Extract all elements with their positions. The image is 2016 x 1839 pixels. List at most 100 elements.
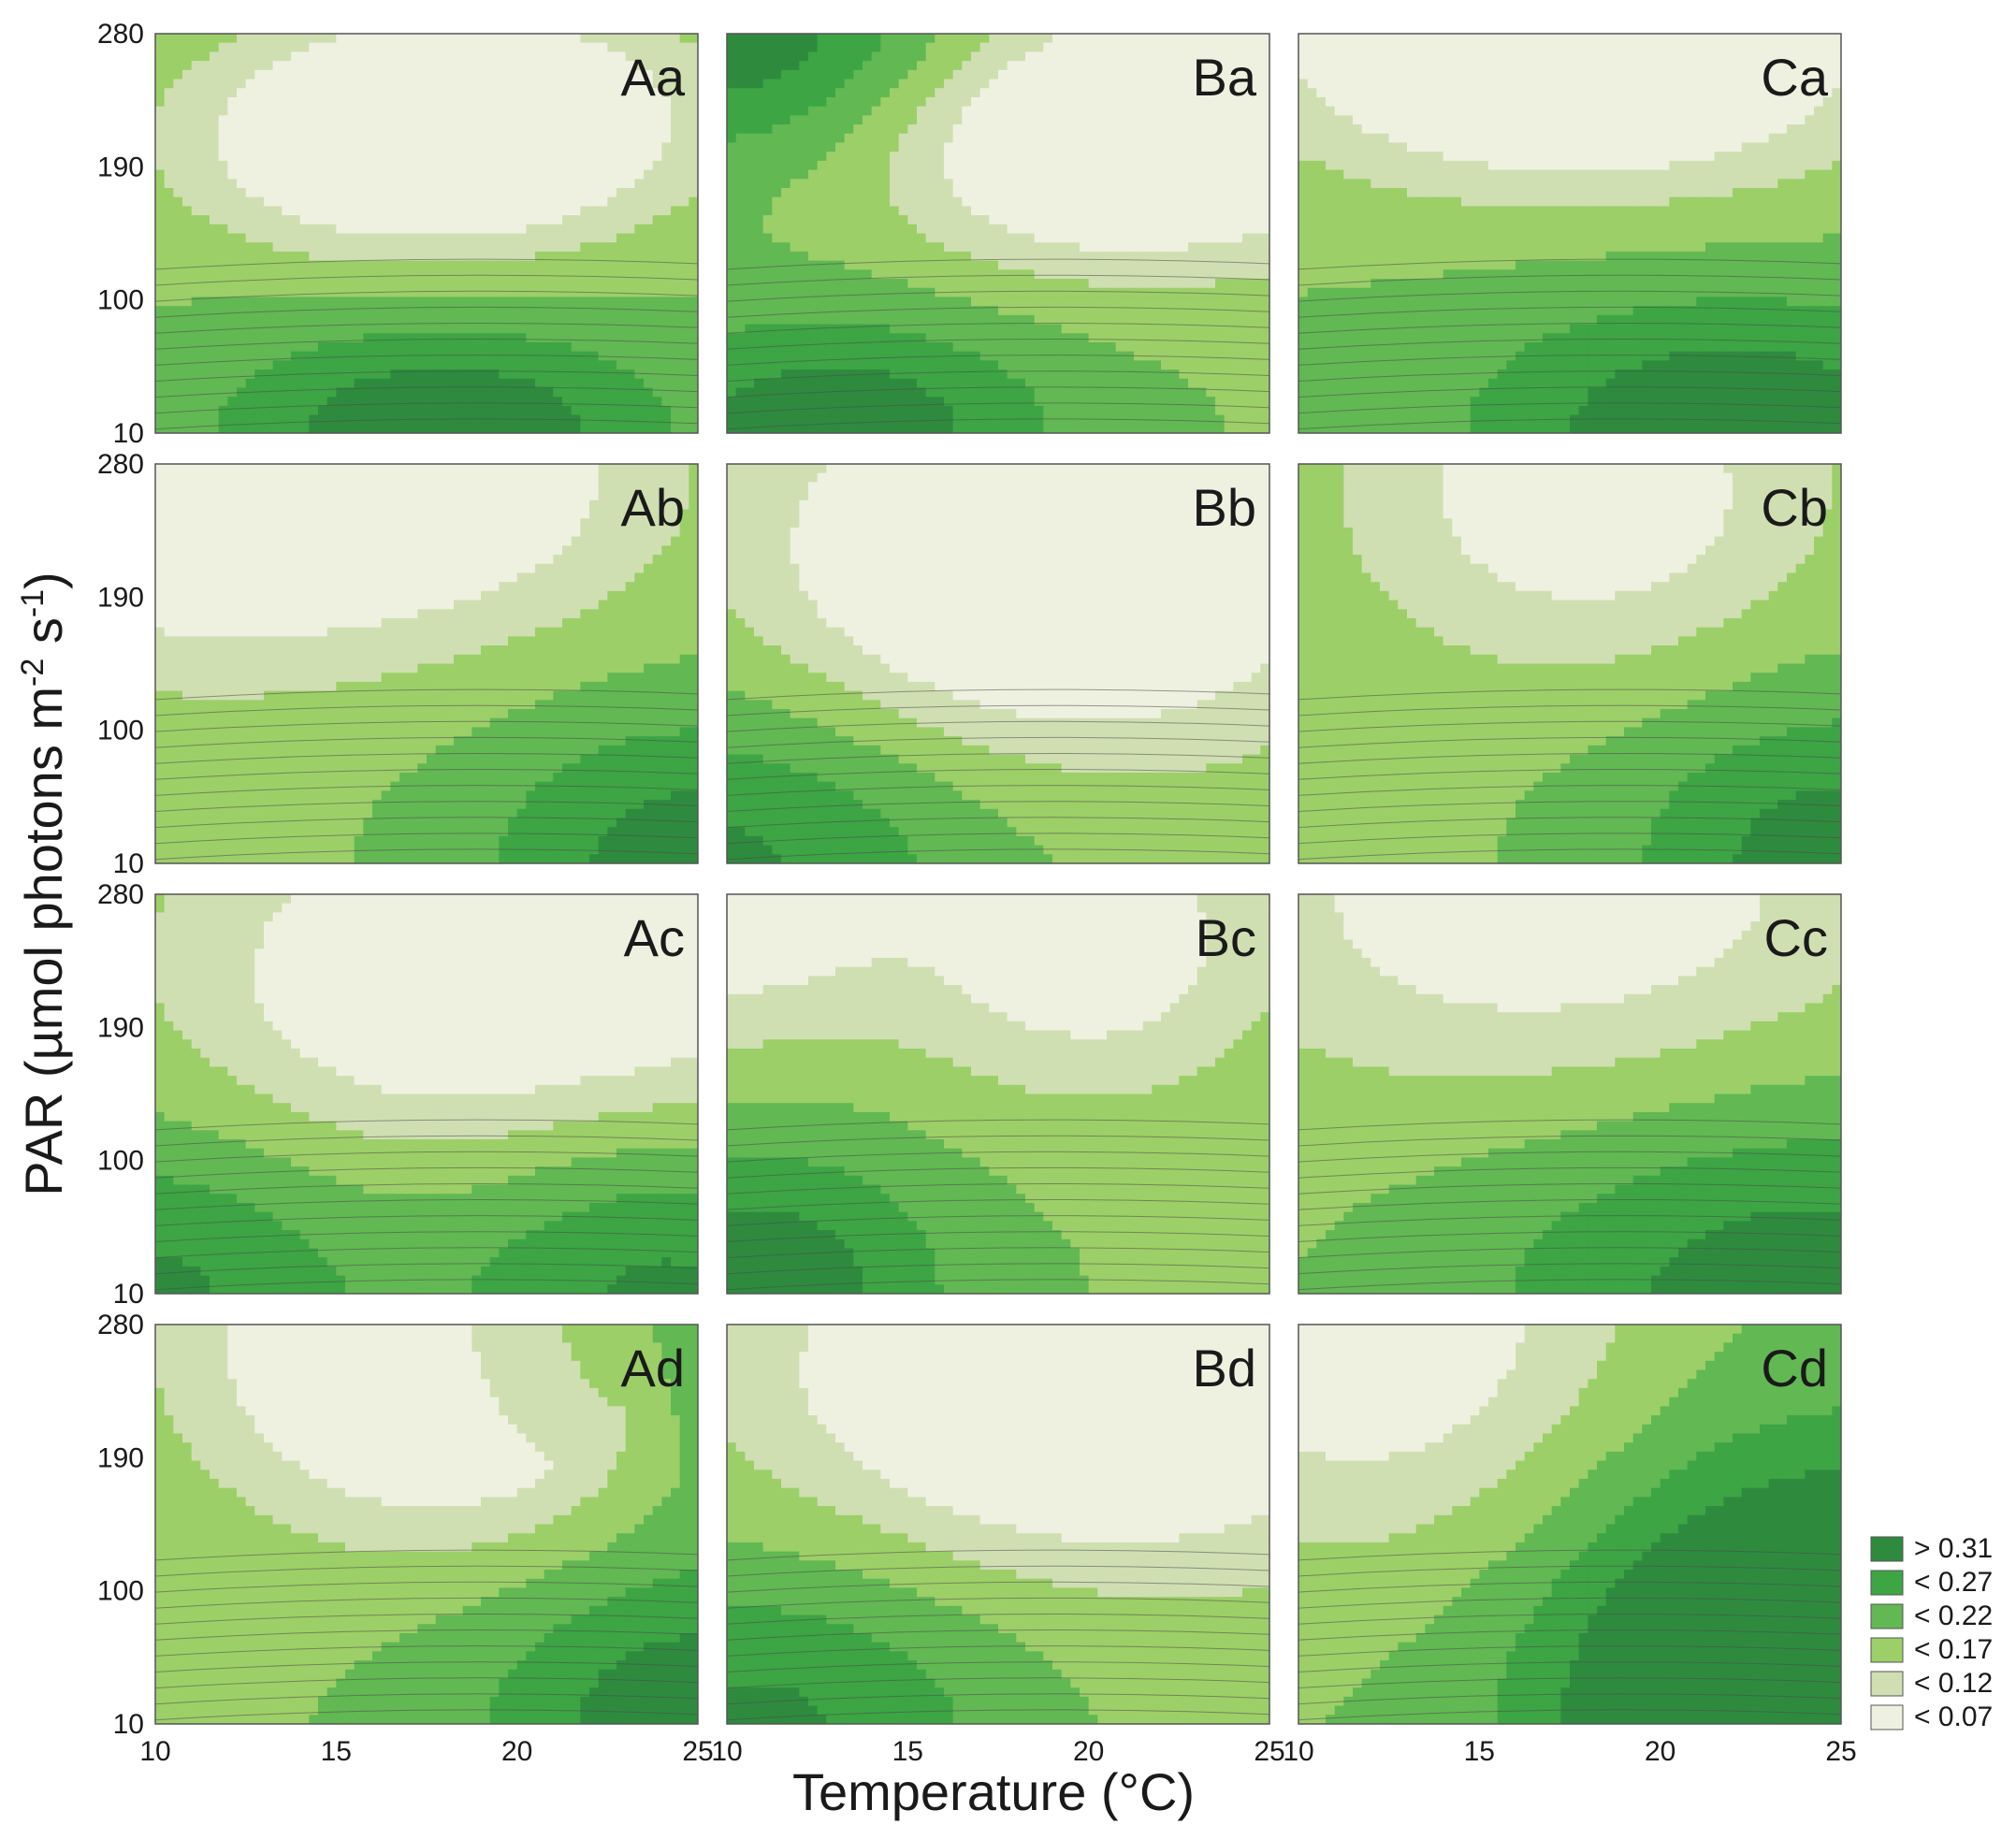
contour-lines-Cb <box>1298 688 1841 861</box>
panel-frame-Bb <box>726 463 1270 864</box>
y-axis-title-close: ) <box>14 572 73 589</box>
panel-Ca: Ca <box>1298 33 1842 434</box>
panel-label-Ca: Ca <box>1761 48 1828 107</box>
panel-label-Ba: Ba <box>1193 48 1257 107</box>
contour-fill-Ba <box>727 34 1269 433</box>
panel-label-Bd: Bd <box>1193 1339 1257 1397</box>
x-tick-label: 25 <box>1254 1736 1284 1767</box>
contour-fill-Ac <box>155 894 698 1294</box>
contour-fill-Aa <box>155 34 698 433</box>
legend-label: < 0.22 <box>1914 1600 1993 1631</box>
x-tick-label: 25 <box>682 1736 713 1767</box>
y-tick-label: 10 <box>113 848 144 879</box>
panel-label-Cd: Cd <box>1761 1339 1828 1397</box>
y-tick-labels: 1010019028010100190280101001902801010019… <box>97 19 144 1740</box>
legend-swatch <box>1870 1671 1904 1697</box>
panel-Ac: Ac <box>154 893 699 1295</box>
y-tick-label: 10 <box>113 1279 144 1310</box>
panel-frame-Cd <box>1298 1324 1842 1725</box>
legend-swatch <box>1870 1704 1904 1730</box>
legend-label: < 0.12 <box>1914 1668 1993 1699</box>
contour-lines-Aa <box>155 258 698 430</box>
x-tick-label: 15 <box>892 1736 923 1767</box>
y-tick-label: 100 <box>97 285 144 316</box>
panel-label-Bb: Bb <box>1193 478 1257 537</box>
legend: > 0.31< 0.27< 0.22< 0.17< 0.12< 0.07 <box>1870 1533 1993 1732</box>
panel-frame-Ac <box>154 893 699 1295</box>
panel-Cc: Cc <box>1298 893 1842 1295</box>
panel-frame-Cb <box>1298 463 1842 864</box>
y-tick-label: 10 <box>113 418 144 449</box>
panel-label-Cb: Cb <box>1761 478 1828 537</box>
contour-lines-Cc <box>1298 1119 1841 1291</box>
x-axis-title: Temperature (°C) <box>792 1762 1195 1821</box>
y-axis-title-base: PAR (µmol photons m <box>14 687 73 1196</box>
x-tick-label: 20 <box>1073 1736 1104 1767</box>
panel-label-Ac: Ac <box>624 908 685 967</box>
x-tick-label: 10 <box>711 1736 742 1767</box>
panel-label-Ad: Ad <box>621 1339 686 1397</box>
panel-Ad: Ad <box>154 1324 699 1725</box>
y-axis-title-exp1: -2 <box>15 659 51 687</box>
y-tick-label: 190 <box>97 1442 144 1473</box>
panel-Ba: Ba <box>726 33 1270 434</box>
legend-label: > 0.31 <box>1914 1533 1993 1564</box>
contour-lines-Ab <box>155 688 698 861</box>
panel-frame-Aa <box>154 33 699 434</box>
y-tick-label: 10 <box>113 1709 144 1740</box>
panel-frame-Ad <box>154 1324 699 1725</box>
panel-frame-Ab <box>154 463 699 864</box>
legend-label: < 0.27 <box>1914 1567 1993 1598</box>
x-tick-label: 20 <box>501 1736 532 1767</box>
x-tick-label: 25 <box>1825 1736 1856 1767</box>
legend-label: < 0.07 <box>1914 1701 1993 1732</box>
panel-label-Ab: Ab <box>621 478 686 537</box>
panel-Bc: Bc <box>726 893 1270 1295</box>
contour-lines-Bd <box>727 1549 1269 1721</box>
x-tick-label: 10 <box>139 1736 170 1767</box>
contour-fill-Bb <box>727 464 1269 863</box>
y-tick-label: 190 <box>97 582 144 613</box>
contour-lines-Ac <box>155 1119 698 1291</box>
contour-lines-Ad <box>155 1549 698 1721</box>
contour-fill-Ab <box>155 464 698 863</box>
panel-frame-Bc <box>726 893 1270 1295</box>
legend-label: < 0.17 <box>1914 1634 1993 1665</box>
panel-label-Bc: Bc <box>1196 908 1256 967</box>
y-tick-label: 190 <box>97 1012 144 1043</box>
panel-label-Aa: Aa <box>621 48 686 107</box>
contour-lines-Ca <box>1298 258 1841 430</box>
legend-swatch <box>1870 1637 1904 1663</box>
y-tick-label: 100 <box>97 1146 144 1177</box>
panel-frame-Ba <box>726 33 1270 434</box>
panel-label-Cc: Cc <box>1764 908 1828 967</box>
legend-swatch <box>1870 1536 1904 1562</box>
x-tick-label: 15 <box>1464 1736 1495 1767</box>
y-tick-label: 280 <box>97 449 144 480</box>
y-tick-label: 280 <box>97 19 144 50</box>
contour-lines-Bb <box>727 688 1269 861</box>
x-tick-label: 20 <box>1645 1736 1675 1767</box>
y-tick-label: 280 <box>97 879 144 910</box>
y-tick-label: 190 <box>97 152 144 182</box>
panel-Cb: Cb <box>1298 463 1842 864</box>
panel-frame-Ca <box>1298 33 1842 434</box>
contour-fill-Bc <box>727 894 1269 1294</box>
panel-Bd: Bd <box>726 1324 1270 1725</box>
panel-Cd: Cd <box>1298 1324 1842 1725</box>
panel-Ab: Ab <box>154 463 699 864</box>
y-tick-label: 280 <box>97 1310 144 1340</box>
legend-swatch <box>1870 1603 1904 1629</box>
contour-fill-Cd <box>1298 1325 1841 1724</box>
contour-lines-Cd <box>1298 1549 1841 1721</box>
contour-lines-Bc <box>727 1119 1269 1291</box>
contour-fill-Cb <box>1298 464 1841 863</box>
y-axis-title-mid: s <box>14 617 73 659</box>
legend-swatch <box>1870 1570 1904 1596</box>
panel-frame-Bd <box>726 1324 1270 1725</box>
panel-grid: Aa Ba Ca Ab Bb Cb Ac Bc Cc Ad Bd Cd <box>154 33 1842 1725</box>
x-tick-label: 15 <box>321 1736 352 1767</box>
y-tick-label: 100 <box>97 716 144 746</box>
